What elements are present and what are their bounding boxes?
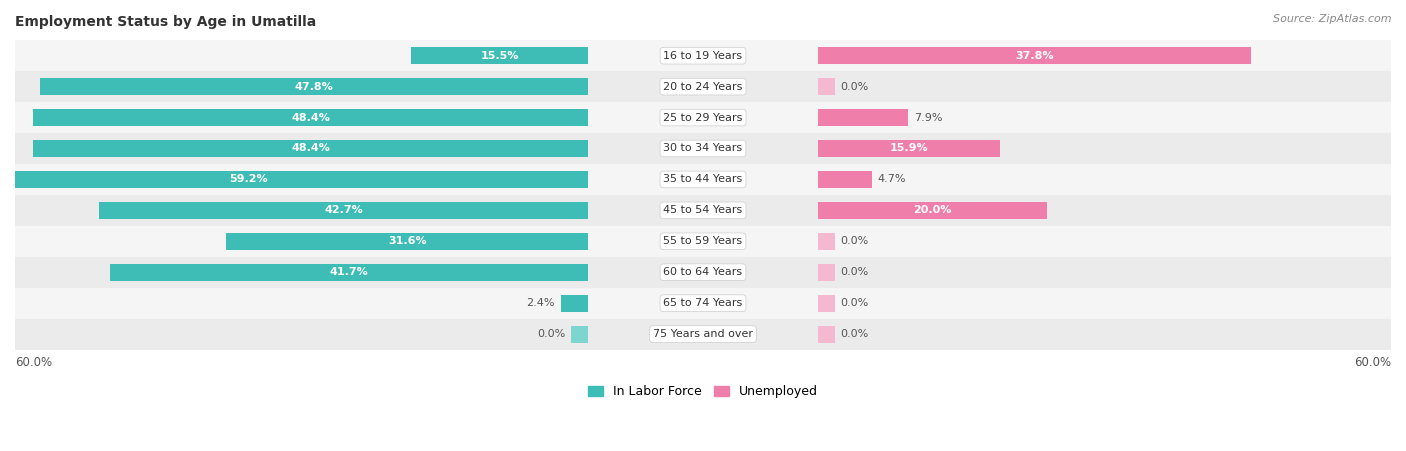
Bar (15, 257, 1391, 288)
Text: 60 to 64 Years: 60 to 64 Years (664, 267, 742, 277)
Text: 60.0%: 60.0% (15, 356, 52, 369)
Legend: In Labor Force, Unemployed: In Labor Force, Unemployed (583, 380, 823, 403)
Bar (34, 140, 588, 157)
Text: 0.0%: 0.0% (841, 236, 869, 246)
Text: 47.8%: 47.8% (295, 82, 333, 92)
Bar (571, 326, 588, 343)
Bar (15, 133, 1391, 164)
Text: 25 to 29 Years: 25 to 29 Years (664, 113, 742, 123)
Text: 7.9%: 7.9% (914, 113, 942, 123)
Bar (15, 40, 1391, 71)
Bar (818, 233, 835, 250)
Bar (110, 264, 588, 281)
Text: 2.4%: 2.4% (527, 298, 555, 308)
Text: 35 to 44 Years: 35 to 44 Years (664, 175, 742, 184)
Text: 16 to 19 Years: 16 to 19 Years (664, 51, 742, 61)
Text: 48.4%: 48.4% (291, 113, 330, 123)
Bar (226, 233, 588, 250)
Bar (818, 264, 835, 281)
Text: 20.0%: 20.0% (912, 205, 952, 216)
Text: 42.7%: 42.7% (325, 205, 363, 216)
Bar (818, 47, 1251, 64)
Text: 37.8%: 37.8% (1015, 51, 1053, 61)
Bar (15, 164, 1391, 195)
Text: 55 to 59 Years: 55 to 59 Years (664, 236, 742, 246)
Bar (818, 109, 908, 126)
Text: 0.0%: 0.0% (841, 267, 869, 277)
Text: 30 to 34 Years: 30 to 34 Years (664, 143, 742, 153)
Bar (818, 295, 835, 312)
Text: 15.5%: 15.5% (481, 51, 519, 61)
Bar (818, 140, 1000, 157)
Text: 59.2%: 59.2% (229, 175, 269, 184)
Bar (41, 78, 588, 95)
Bar (561, 295, 588, 312)
Bar (818, 202, 1047, 219)
Bar (98, 202, 588, 219)
Bar (15, 226, 1391, 257)
Bar (818, 78, 835, 95)
Text: 75 Years and over: 75 Years and over (652, 329, 754, 339)
Text: 31.6%: 31.6% (388, 236, 426, 246)
Bar (15, 102, 1391, 133)
Bar (818, 171, 872, 188)
Text: Source: ZipAtlas.com: Source: ZipAtlas.com (1274, 14, 1392, 23)
Text: 45 to 54 Years: 45 to 54 Years (664, 205, 742, 216)
Text: 65 to 74 Years: 65 to 74 Years (664, 298, 742, 308)
Text: Employment Status by Age in Umatilla: Employment Status by Age in Umatilla (15, 15, 316, 29)
Bar (15, 195, 1391, 226)
Text: 0.0%: 0.0% (841, 298, 869, 308)
Text: 0.0%: 0.0% (841, 82, 869, 92)
Text: 60.0%: 60.0% (1354, 356, 1391, 369)
Text: 0.0%: 0.0% (537, 329, 565, 339)
Bar (15, 319, 1391, 350)
Text: 4.7%: 4.7% (877, 175, 905, 184)
Bar (15, 71, 1391, 102)
Text: 15.9%: 15.9% (890, 143, 928, 153)
Text: 0.0%: 0.0% (841, 329, 869, 339)
Bar (0, 171, 588, 188)
Bar (818, 326, 835, 343)
Bar (15, 288, 1391, 319)
Bar (34, 109, 588, 126)
Text: 41.7%: 41.7% (330, 267, 368, 277)
Text: 48.4%: 48.4% (291, 143, 330, 153)
Bar (411, 47, 588, 64)
Text: 20 to 24 Years: 20 to 24 Years (664, 82, 742, 92)
